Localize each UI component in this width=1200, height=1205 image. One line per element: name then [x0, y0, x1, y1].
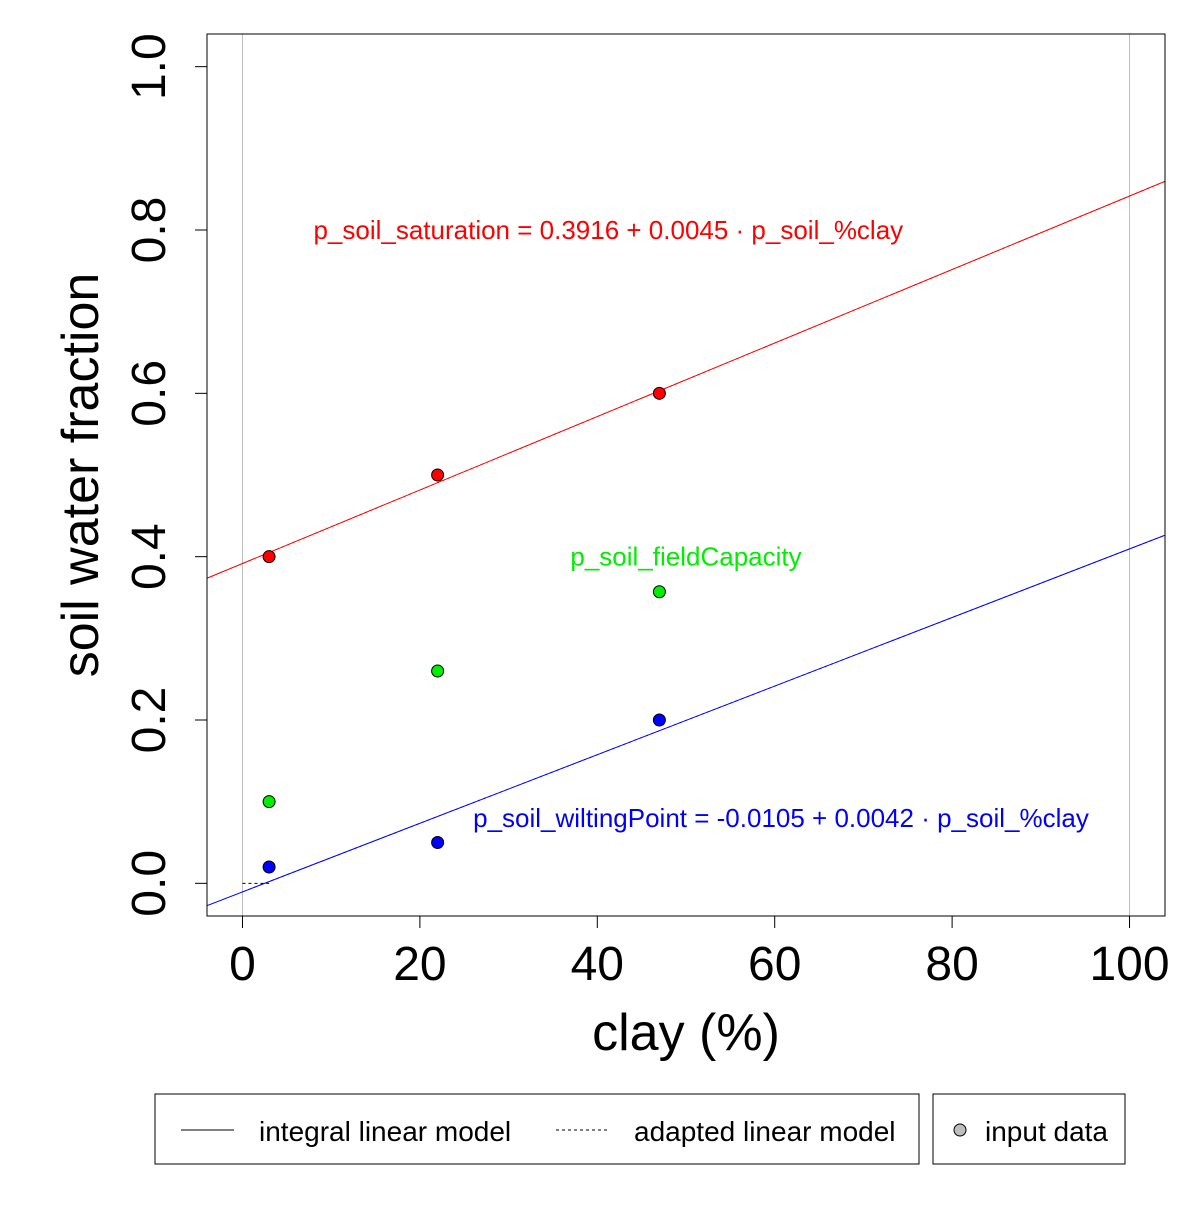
data-point-p_soil_saturation: [262, 550, 276, 564]
legend-box-models: [154, 1093, 920, 1165]
y-tick-label: 0.8: [123, 197, 176, 264]
legend-point-swatch: [953, 1123, 967, 1137]
data-point-p_soil_fieldCapacity: [652, 585, 666, 599]
x-tick-label: 20: [393, 938, 446, 991]
data-point-p_soil_fieldCapacity: [431, 664, 445, 678]
reference-lines: [241, 34, 1131, 916]
x-tick-label: 0: [229, 938, 256, 991]
y-axis: 0.0 0.2 0.4 0.6 0.8 1.0: [123, 33, 208, 917]
annotation-p_soil_wiltingPoint: p_soil_wiltingPoint = -0.0105 + 0.0042 ·…: [473, 803, 1089, 833]
x-tick-label: 40: [571, 938, 624, 991]
annotation-p_soil_fieldCapacity: p_soil_fieldCapacity: [570, 542, 801, 572]
x-tick-label: 60: [748, 938, 801, 991]
y-axis-label: soil water fraction: [52, 273, 110, 678]
data-point-p_soil_saturation: [652, 386, 666, 400]
data-points: [262, 386, 666, 874]
y-tick-label: 0.2: [123, 687, 176, 754]
data-point-p_soil_saturation: [431, 468, 445, 482]
adapted-fit-line-p_soil_saturation: [242, 180, 1165, 564]
y-tick-label: 0.4: [123, 523, 176, 590]
equation-annotations: p_soil_saturation = 0.3916 + 0.0045 · p_…: [313, 215, 1088, 833]
x-axis: 0 20 40 60 80 100: [229, 915, 1170, 991]
data-point-p_soil_wiltingPoint: [431, 836, 445, 849]
data-point-p_soil_wiltingPoint: [262, 860, 276, 874]
legend-label-input-data: input data: [985, 1116, 1108, 1147]
data-point-p_soil_fieldCapacity: [262, 795, 276, 809]
fit-lines: [207, 180, 1165, 907]
legend-label-adapted: adapted linear model: [634, 1116, 896, 1147]
legend: integral linear model adapted linear mod…: [154, 1093, 1126, 1165]
data-point-p_soil_wiltingPoint: [652, 713, 666, 727]
x-tick-label: 80: [925, 938, 978, 991]
annotation-p_soil_saturation: p_soil_saturation = 0.3916 + 0.0045 · p_…: [313, 215, 903, 245]
y-tick-label: 0.0: [123, 850, 176, 917]
legend-label-integral: integral linear model: [259, 1116, 511, 1147]
x-axis-label: clay (%): [592, 1004, 780, 1062]
y-tick-label: 0.6: [123, 360, 176, 427]
x-tick-label: 100: [1089, 938, 1169, 991]
adapted-fit-line-p_soil_wiltingPoint: [242, 534, 1165, 893]
y-tick-label: 1.0: [123, 33, 176, 100]
